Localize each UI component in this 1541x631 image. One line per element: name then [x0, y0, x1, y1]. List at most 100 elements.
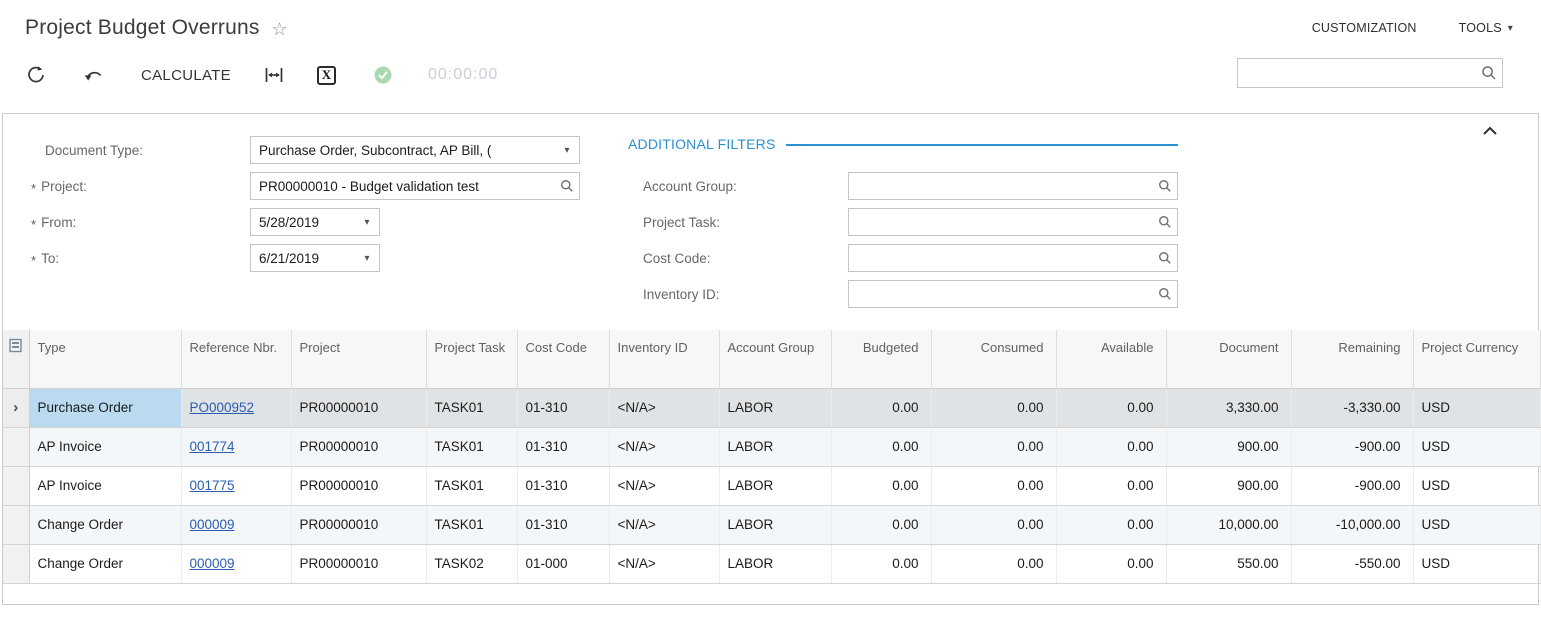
- cell-project-currency[interactable]: USD: [1413, 388, 1540, 427]
- cell-project-task[interactable]: TASK02: [426, 544, 517, 583]
- cell-document[interactable]: 550.00: [1166, 544, 1291, 583]
- cell-type[interactable]: AP Invoice: [29, 427, 181, 466]
- col-header-reference-nbr[interactable]: Reference Nbr.: [181, 330, 291, 388]
- calculate-button[interactable]: CALCULATE: [141, 67, 231, 84]
- to-date-input[interactable]: [251, 245, 355, 271]
- grid-settings-button[interactable]: [3, 330, 29, 388]
- project-task-lookup-button[interactable]: [1153, 215, 1177, 229]
- cell-consumed[interactable]: 0.00: [931, 427, 1056, 466]
- cell-type[interactable]: Purchase Order: [29, 388, 181, 427]
- search-input[interactable]: [1238, 59, 1476, 87]
- collapse-filters-button[interactable]: [1482, 124, 1498, 142]
- cell-account-group[interactable]: LABOR: [719, 388, 831, 427]
- cell-reference-nbr[interactable]: 001775: [181, 466, 291, 505]
- col-header-remaining[interactable]: Remaining: [1291, 330, 1413, 388]
- cost-code-input[interactable]: [849, 245, 1153, 271]
- row-selector-cell[interactable]: [3, 505, 29, 544]
- cell-project-task[interactable]: TASK01: [426, 466, 517, 505]
- export-to-excel-button[interactable]: X: [317, 66, 336, 85]
- reference-link[interactable]: 000009: [190, 556, 235, 571]
- tools-menu-button[interactable]: TOOLS ▾: [1459, 21, 1513, 35]
- customization-button[interactable]: CUSTOMIZATION: [1312, 21, 1417, 35]
- cell-project-currency[interactable]: USD: [1413, 466, 1540, 505]
- cell-project-task[interactable]: TASK01: [426, 505, 517, 544]
- to-date-dropdown-button[interactable]: ▾: [355, 253, 379, 264]
- cell-consumed[interactable]: 0.00: [931, 544, 1056, 583]
- cell-budgeted[interactable]: 0.00: [831, 466, 931, 505]
- table-row[interactable]: AP Invoice 001775 PR00000010 TASK01 01-3…: [3, 466, 1540, 505]
- project-task-input[interactable]: [849, 209, 1153, 235]
- col-header-account-group[interactable]: Account Group: [719, 330, 831, 388]
- row-selector-cell[interactable]: [3, 427, 29, 466]
- cell-consumed[interactable]: 0.00: [931, 466, 1056, 505]
- col-header-project-task[interactable]: Project Task: [426, 330, 517, 388]
- cell-available[interactable]: 0.00: [1056, 466, 1166, 505]
- from-date-dropdown-button[interactable]: ▾: [355, 217, 379, 228]
- cell-project[interactable]: PR00000010: [291, 466, 426, 505]
- cell-cost-code[interactable]: 01-310: [517, 427, 609, 466]
- cell-document[interactable]: 900.00: [1166, 427, 1291, 466]
- cell-consumed[interactable]: 0.00: [931, 388, 1056, 427]
- project-lookup-button[interactable]: [555, 179, 579, 193]
- cell-budgeted[interactable]: 0.00: [831, 544, 931, 583]
- account-group-lookup-button[interactable]: [1153, 179, 1177, 193]
- document-type-input[interactable]: [251, 137, 555, 163]
- cell-inventory-id[interactable]: <N/A>: [609, 505, 719, 544]
- cell-reference-nbr[interactable]: 000009: [181, 505, 291, 544]
- fit-to-width-button[interactable]: [263, 64, 285, 86]
- document-type-dropdown-button[interactable]: ▾: [555, 145, 579, 156]
- cell-consumed[interactable]: 0.00: [931, 505, 1056, 544]
- cell-account-group[interactable]: LABOR: [719, 505, 831, 544]
- cell-project-currency[interactable]: USD: [1413, 544, 1540, 583]
- cell-cost-code[interactable]: 01-000: [517, 544, 609, 583]
- table-row[interactable]: Change Order 000009 PR00000010 TASK02 01…: [3, 544, 1540, 583]
- cell-remaining[interactable]: -3,330.00: [1291, 388, 1413, 427]
- cell-project[interactable]: PR00000010: [291, 427, 426, 466]
- col-header-document[interactable]: Document: [1166, 330, 1291, 388]
- project-input[interactable]: [251, 173, 555, 199]
- col-header-available[interactable]: Available: [1056, 330, 1166, 388]
- cell-reference-nbr[interactable]: 000009: [181, 544, 291, 583]
- col-header-cost-code[interactable]: Cost Code: [517, 330, 609, 388]
- account-group-input[interactable]: [849, 173, 1153, 199]
- cell-document[interactable]: 10,000.00: [1166, 505, 1291, 544]
- refresh-button[interactable]: [25, 64, 47, 86]
- cell-account-group[interactable]: LABOR: [719, 544, 831, 583]
- cell-cost-code[interactable]: 01-310: [517, 388, 609, 427]
- cell-account-group[interactable]: LABOR: [719, 466, 831, 505]
- col-header-project[interactable]: Project: [291, 330, 426, 388]
- cell-document[interactable]: 900.00: [1166, 466, 1291, 505]
- cell-reference-nbr[interactable]: PO000952: [181, 388, 291, 427]
- row-selector-cell[interactable]: [3, 544, 29, 583]
- col-header-project-currency[interactable]: Project Currency: [1413, 330, 1540, 388]
- cell-project[interactable]: PR00000010: [291, 505, 426, 544]
- cell-reference-nbr[interactable]: 001774: [181, 427, 291, 466]
- cell-project-currency[interactable]: USD: [1413, 427, 1540, 466]
- from-date-input[interactable]: [251, 209, 355, 235]
- cell-available[interactable]: 0.00: [1056, 505, 1166, 544]
- cell-budgeted[interactable]: 0.00: [831, 505, 931, 544]
- cell-inventory-id[interactable]: <N/A>: [609, 466, 719, 505]
- cell-type[interactable]: Change Order: [29, 544, 181, 583]
- cell-remaining[interactable]: -10,000.00: [1291, 505, 1413, 544]
- cell-remaining[interactable]: -900.00: [1291, 427, 1413, 466]
- favorite-star-icon[interactable]: ☆: [272, 19, 288, 40]
- reference-link[interactable]: 000009: [190, 517, 235, 532]
- inventory-id-input[interactable]: [849, 281, 1153, 307]
- cell-inventory-id[interactable]: <N/A>: [609, 427, 719, 466]
- col-header-inventory-id[interactable]: Inventory ID: [609, 330, 719, 388]
- cell-account-group[interactable]: LABOR: [719, 427, 831, 466]
- cell-budgeted[interactable]: 0.00: [831, 388, 931, 427]
- cell-available[interactable]: 0.00: [1056, 427, 1166, 466]
- cell-type[interactable]: Change Order: [29, 505, 181, 544]
- cell-type[interactable]: AP Invoice: [29, 466, 181, 505]
- reference-link[interactable]: PO000952: [190, 400, 255, 415]
- undo-button[interactable]: [83, 64, 105, 86]
- row-selector-cell[interactable]: ›: [3, 388, 29, 427]
- inventory-id-lookup-button[interactable]: [1153, 287, 1177, 301]
- table-row[interactable]: › Purchase Order PO000952 PR00000010 TAS…: [3, 388, 1540, 427]
- cell-project[interactable]: PR00000010: [291, 544, 426, 583]
- cell-inventory-id[interactable]: <N/A>: [609, 544, 719, 583]
- cell-budgeted[interactable]: 0.00: [831, 427, 931, 466]
- cell-cost-code[interactable]: 01-310: [517, 466, 609, 505]
